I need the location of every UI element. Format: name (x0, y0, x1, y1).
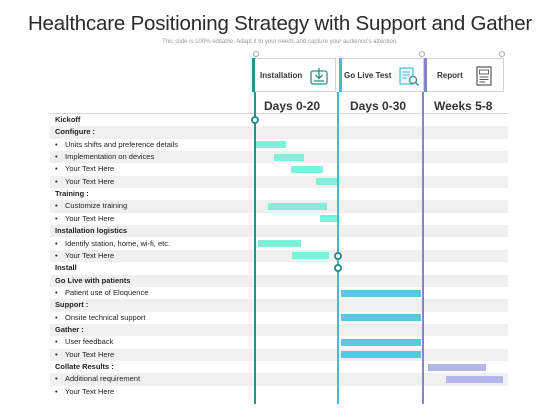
timeline-line-report (422, 92, 424, 404)
row-label: Onsite technical support (65, 312, 146, 322)
bullet: • (55, 152, 58, 162)
milestone-node[interactable] (334, 264, 342, 273)
task-row: • Your Text Here (50, 175, 508, 189)
task-row: • Onsite technical support (50, 312, 508, 324)
table-divider (50, 113, 508, 114)
task-row: • Additional requirement (50, 373, 508, 386)
row-label: Configure : (55, 127, 95, 137)
row-label: Patient use of Eloquence (65, 287, 149, 297)
stage-label: Installation (260, 70, 303, 80)
row-label: Implementation on devices (65, 152, 155, 162)
column-heading: Weeks 5-8 (434, 99, 493, 113)
task-row: • Your Text Here (50, 249, 508, 263)
gantt-bar[interactable] (428, 363, 486, 371)
bullet: • (55, 374, 58, 384)
bullet: • (55, 337, 58, 347)
gantt-bar[interactable] (341, 314, 421, 322)
section-heading-row: Configure : (50, 126, 508, 139)
bullet: • (55, 139, 58, 149)
row-label: Collate Results : (55, 362, 114, 371)
gantt-bar[interactable] (341, 289, 421, 297)
stage-accent (252, 58, 255, 92)
row-label: Your Text Here (65, 213, 115, 223)
bullet: • (55, 250, 58, 260)
column-heading: Days 0-20 (264, 99, 321, 113)
row-label: Additional requirement (65, 374, 141, 384)
row-label: Go Live with patients (55, 275, 131, 285)
task-row: • Patient use of Eloquence (50, 287, 508, 299)
gantt-bar[interactable] (268, 203, 327, 211)
stage-installation[interactable]: Installation (252, 51, 336, 92)
row-label: Install (55, 263, 77, 273)
stage-label: Go Live Test (344, 70, 392, 80)
task-row: • Your Text Here (50, 386, 508, 398)
stage-pin (499, 51, 505, 57)
row-label: Your Text Here (65, 164, 115, 174)
row-label: Kickoff (55, 115, 81, 124)
task-row: • Your Text Here (50, 348, 508, 361)
task-row: • Units shifts and preference details (50, 139, 508, 151)
section-heading-row: Kickoff (50, 114, 508, 126)
row-label: Gather : (55, 324, 84, 334)
timeline-line-go-live (337, 92, 339, 404)
gantt-bar[interactable] (320, 215, 337, 223)
gantt-bar[interactable] (256, 141, 286, 149)
stage-accent (424, 58, 427, 92)
section-heading-row: Support : (50, 299, 508, 312)
page-subtitle: This slide is 100% editable. Adapt it to… (162, 39, 398, 45)
gantt-bar[interactable] (316, 178, 337, 186)
bullet: • (55, 287, 58, 297)
row-label: Training : (55, 189, 89, 199)
task-row: • Your Text Here (50, 213, 508, 225)
task-row: • User feedback (50, 336, 508, 348)
bullet: • (55, 201, 58, 211)
bullet: • (55, 386, 58, 396)
row-label: Customize training (65, 201, 128, 211)
section-heading-row: Training : (50, 188, 508, 200)
section-heading-row: Collate Results : (50, 361, 508, 373)
timeline-line-installation (254, 92, 256, 404)
row-label: Your Text Here (65, 386, 115, 396)
row-label: Your Text Here (65, 349, 115, 359)
bullet: • (55, 238, 58, 248)
bullet: • (55, 176, 58, 186)
download-box-icon (310, 68, 328, 85)
row-label: Installation logistics (55, 226, 128, 236)
bullet: • (55, 312, 58, 322)
gantt-bar[interactable] (292, 252, 329, 260)
task-row: • Your Text Here (50, 163, 508, 175)
stage-pin (253, 51, 259, 57)
row-label: Your Text Here (65, 176, 115, 186)
bullet: • (55, 349, 58, 359)
row-label: User feedback (65, 337, 114, 347)
stage-report[interactable]: Report (424, 51, 505, 92)
document-report-icon (476, 66, 492, 86)
section-heading-row: Install (50, 262, 508, 274)
row-label: Identify station, home, wi-fi, etc. (65, 238, 171, 248)
stage-pin (419, 51, 425, 57)
gantt-bar[interactable] (341, 351, 421, 359)
bullet: • (55, 164, 58, 174)
gantt-bar[interactable] (258, 240, 301, 248)
gantt-bar[interactable] (291, 166, 323, 173)
stage-accent (339, 58, 342, 92)
row-label: Units shifts and preference details (65, 139, 178, 149)
page-title: Healthcare Positioning Strategy with Sup… (27, 12, 533, 35)
checklist-search-icon (399, 67, 420, 87)
task-row: • Identify station, home, wi-fi, etc. (50, 238, 508, 250)
section-heading-row: Gather : (50, 323, 508, 337)
milestone-node[interactable] (251, 116, 259, 125)
section-heading-row: Go Live with patients (50, 274, 508, 287)
column-heading: Days 0-30 (350, 99, 407, 113)
row-label: Your Text Here (65, 250, 115, 260)
bullet: • (55, 213, 58, 223)
section-heading-row: Installation logistics (50, 225, 508, 238)
stage-label: Report (437, 70, 463, 80)
gantt-bar[interactable] (341, 338, 421, 346)
row-label: Support : (55, 300, 89, 310)
milestone-node[interactable] (334, 252, 342, 261)
gantt-bar[interactable] (446, 375, 503, 383)
gantt-bar[interactable] (274, 153, 304, 161)
stage-go-live-test[interactable]: Go Live Test (339, 51, 425, 92)
